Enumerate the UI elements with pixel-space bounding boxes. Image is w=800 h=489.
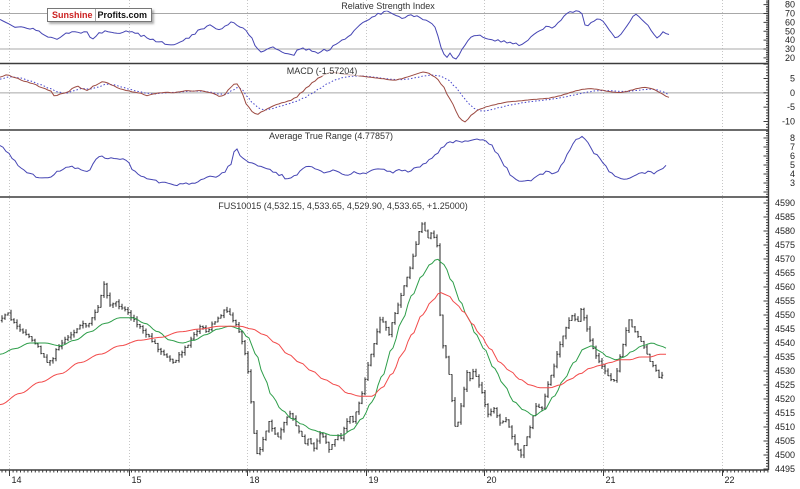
price-bars (1, 221, 663, 459)
price-panel (0, 221, 667, 459)
y-axis-label: 7 (790, 142, 795, 152)
x-axis-ticks (1, 470, 769, 473)
y-axis-label: 40 (785, 35, 795, 45)
macd-line (0, 71, 670, 123)
x-axis-day-label: 14 (12, 475, 22, 485)
y-axis-label: 4565 (775, 268, 795, 278)
y-axis-label: 0 (790, 88, 795, 98)
y-axis-label: 20 (785, 53, 795, 63)
macd-panel (0, 71, 769, 123)
day-gridlines (9, 0, 723, 470)
price-y-labels: 4590 4585 4580 4575 4570 4565 4560 4555 4550 4545… (775, 198, 795, 474)
y-axis-label: 4575 (775, 240, 795, 250)
atr-panel (0, 135, 667, 187)
y-axis-label: 4495 (775, 464, 795, 474)
y-axis-label: 4580 (775, 226, 795, 236)
x-axis-labels: 14 15 18 19 20 21 22 (9, 470, 735, 485)
price-bars-ticks (0, 223, 664, 456)
y-axis-label: 50 (785, 26, 795, 36)
x-axis-day-label: 20 (487, 475, 497, 485)
y-axis-label: 3 (790, 178, 795, 188)
ma-slow-line (0, 292, 666, 406)
macd-panel-title: MACD (-1.57204) (284, 66, 360, 76)
y-axis-label: 4 (790, 169, 795, 179)
brand-logo[interactable]: Sunshine Profits.com (47, 8, 153, 22)
y-axis-label: 4535 (775, 352, 795, 362)
y-axis-label: 4550 (775, 310, 795, 320)
brand-domain: Profits.com (97, 10, 148, 20)
atr-line (0, 135, 667, 187)
macd-y-ticks (763, 63, 769, 128)
y-axis-label: 4530 (775, 366, 795, 376)
macd-y-labels: 5 0 -5 -10 (782, 74, 795, 127)
x-axis-day-label: 21 (606, 475, 616, 485)
y-axis-label: 4520 (775, 394, 795, 404)
x-axis-day-label: 19 (369, 475, 379, 485)
x-axis-day-label: 15 (132, 475, 142, 485)
atr-y-ticks (763, 130, 769, 197)
y-axis-label: -5 (787, 102, 795, 112)
price-y-ticks (763, 196, 769, 470)
atr-panel-title: Average True Range (4.77857) (267, 131, 395, 141)
y-axis-label: 4515 (775, 408, 795, 418)
y-axis-label: 6 (790, 151, 795, 161)
y-axis-label: 70 (785, 9, 795, 19)
y-axis-label: 5 (790, 74, 795, 84)
y-axis-label: 4570 (775, 254, 795, 264)
rsi-line (0, 10, 670, 60)
y-axis-label: 4560 (775, 282, 795, 292)
y-axis-label: 8 (790, 133, 795, 143)
y-axis-label: 4585 (775, 212, 795, 222)
x-axis-day-label: 22 (725, 475, 735, 485)
y-axis-label: 4510 (775, 422, 795, 432)
y-axis-label: -10 (782, 117, 795, 127)
y-axis-label: 5 (790, 160, 795, 170)
x-axis-day-label: 18 (250, 475, 260, 485)
brand-name: Sunshine (48, 9, 96, 21)
ma-fast-line (0, 258, 667, 436)
y-axis-label: 4590 (775, 198, 795, 208)
price-panel-title: FUS10015 (4,532.15, 4,533.65, 4,529.90, … (216, 201, 470, 211)
y-axis-label: 30 (785, 44, 795, 54)
y-axis-label: 4545 (775, 324, 795, 334)
y-axis-label: 4500 (775, 450, 795, 460)
y-axis-label: 4555 (775, 296, 795, 306)
rsi-panel-title: Relative Strength Index (339, 1, 437, 11)
y-axis-label: 4505 (775, 436, 795, 446)
y-axis-label: 4540 (775, 338, 795, 348)
rsi-y-ticks (763, 0, 769, 64)
y-axis-label: 80 (785, 0, 795, 10)
y-axis-label: 60 (785, 17, 795, 27)
y-axis-label: 4525 (775, 380, 795, 390)
